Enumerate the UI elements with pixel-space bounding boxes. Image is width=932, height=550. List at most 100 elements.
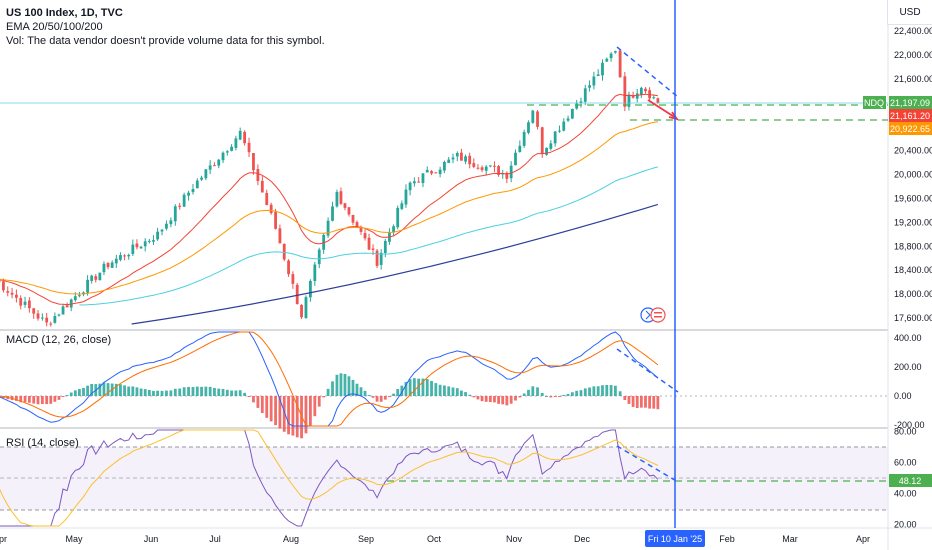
candle-body <box>90 275 94 281</box>
candle-body <box>545 147 548 155</box>
macd-histogram-bar <box>27 396 31 403</box>
time-tick-label: Jun <box>144 534 159 544</box>
macd-histogram-bar <box>313 396 317 417</box>
macd-histogram-bar <box>260 396 264 414</box>
candle-body <box>468 155 472 165</box>
macd-histogram-bar <box>90 383 94 396</box>
macd-histogram-bar <box>549 396 553 398</box>
macd-histogram-bar <box>335 374 339 396</box>
macd-histogram-bar <box>274 396 277 426</box>
ndq-label-tag <box>863 96 886 109</box>
candle-body <box>601 62 604 76</box>
macd-histogram-bar <box>291 396 295 436</box>
candle-body <box>553 131 557 144</box>
candle-body <box>106 262 110 268</box>
price-axis[interactable]: 22,400.00 22,000.00 21,600.00 20,400.00 20,0… <box>894 26 932 530</box>
projection-arrow-head <box>668 111 680 121</box>
macd-histogram-bar <box>82 387 85 396</box>
candle-body <box>605 58 609 62</box>
candle-body <box>347 207 351 215</box>
macd-histogram-bar <box>514 396 517 401</box>
candle-body <box>484 166 488 171</box>
macd-histogram-bar <box>472 396 476 398</box>
macd-histogram-bar <box>545 395 548 397</box>
candle-body <box>187 192 190 196</box>
macd-histogram-bar <box>451 387 455 396</box>
macd-histogram-bar <box>45 396 49 405</box>
macd-histogram-bar <box>613 385 617 396</box>
macd-histogram-bar <box>221 388 225 396</box>
candle-body <box>304 297 308 319</box>
candle-body <box>295 284 299 305</box>
time-axis[interactable]: Apr May Jun Jul Aug Sep Oct Nov Dec Feb Mar Apr <box>0 534 870 544</box>
ndq-label: NDQ <box>864 98 884 108</box>
macd-histogram-bar <box>392 393 395 396</box>
macd-histogram-bar <box>476 396 480 400</box>
currency-button[interactable]: USD <box>887 0 932 25</box>
candle-body <box>278 228 282 244</box>
candle-body <box>213 165 216 167</box>
macd-histogram-bar <box>32 396 36 404</box>
macd-histogram-bar <box>73 390 77 396</box>
macd-histogram-bar <box>609 385 613 396</box>
time-tick-label: Apr <box>0 534 7 544</box>
rsi-layer <box>0 429 659 527</box>
macd-histogram-bar <box>464 392 467 396</box>
candle-body <box>32 308 36 314</box>
candle-body <box>40 317 44 319</box>
candle-body <box>178 205 182 207</box>
macd-histogram-bar <box>343 373 347 396</box>
macd-histogram-bar <box>484 396 488 402</box>
macd-histogram-bar <box>408 379 412 396</box>
candle-body <box>549 143 553 149</box>
candle-body <box>247 142 251 153</box>
macd-title[interactable]: MACD (12, 26, close) <box>6 334 112 346</box>
macd-histogram-bar <box>501 396 505 405</box>
candle-body <box>493 165 496 167</box>
candle-body <box>562 121 566 131</box>
candle-body <box>579 101 583 103</box>
macd-histogram-bar <box>627 396 631 404</box>
rsi-tick-label: 20.00 <box>894 520 917 530</box>
macd-histogram-bar <box>540 392 544 396</box>
candle-body <box>326 220 330 236</box>
rsi-trendline[interactable] <box>616 445 679 483</box>
macd-trendline[interactable] <box>616 348 679 393</box>
macd-histogram-bar <box>213 387 216 396</box>
rsi-line <box>0 429 659 527</box>
macd-histogram-bar <box>200 386 203 396</box>
rsi-title[interactable]: RSI (14, close) <box>6 437 79 449</box>
macd-histogram-bar <box>412 378 416 396</box>
candle-body <box>57 314 61 316</box>
price-tick-label: 21,600.00 <box>894 74 932 84</box>
macd-histogram-bar <box>119 384 122 396</box>
legend-title[interactable]: US 100 Index, 1D, TVC <box>6 6 123 20</box>
macd-histogram-bar <box>147 389 151 396</box>
price-tick-label: 18,000.00 <box>894 289 932 299</box>
candle-body <box>527 122 530 133</box>
macd-histogram-bar <box>417 378 421 396</box>
candle-body <box>430 171 433 174</box>
candle-body <box>234 138 238 148</box>
candle-body <box>23 301 27 305</box>
legend-ema[interactable]: EMA 20/50/100/200 <box>6 21 103 33</box>
candle-body <box>61 306 65 315</box>
candle-body <box>443 161 446 171</box>
price-trendline[interactable] <box>616 46 679 98</box>
macd-histogram-bar <box>339 373 343 396</box>
macd-histogram-bar <box>139 388 143 396</box>
macd-histogram-bar <box>596 386 600 396</box>
macd-histogram-bar <box>191 387 195 396</box>
candle-body <box>412 181 416 184</box>
candle-body <box>291 274 295 284</box>
macd-histogram-bar <box>434 383 438 396</box>
projection-arrow[interactable] <box>647 99 677 119</box>
macd-histogram-bar <box>443 385 446 396</box>
candle-body <box>575 103 579 109</box>
macd-tick-label: 0.00 <box>894 391 912 401</box>
candle-body <box>317 249 321 265</box>
us-flag-icon[interactable] <box>650 307 666 323</box>
macd-histogram-bar <box>187 386 190 396</box>
candle-body <box>94 276 98 280</box>
